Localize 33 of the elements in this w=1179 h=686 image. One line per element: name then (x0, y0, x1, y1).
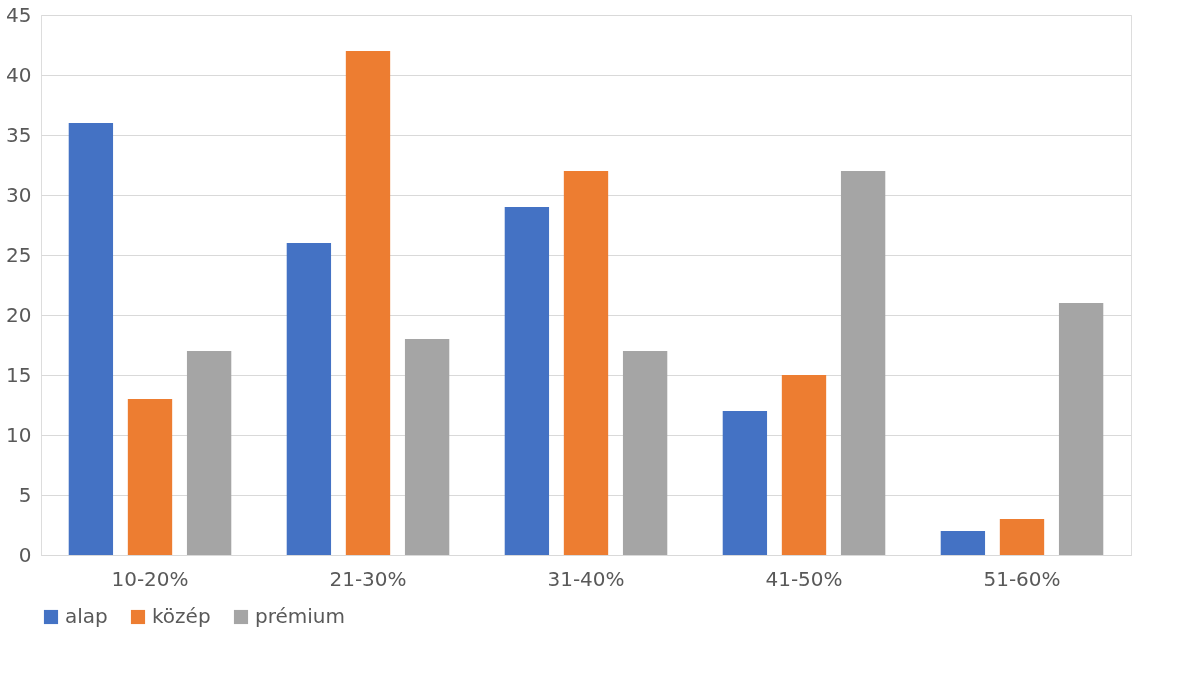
bar (68, 123, 114, 555)
y-tick-label: 10 (6, 422, 32, 447)
bar (186, 351, 232, 555)
y-tick-label: 0 (18, 542, 32, 567)
x-tick-label: 41-50% (765, 566, 843, 591)
bar (345, 51, 391, 555)
y-tick-label: 15 (6, 362, 32, 387)
bar (286, 243, 332, 555)
bar (622, 351, 668, 555)
bar (127, 399, 173, 555)
y-tick-label: 35 (6, 122, 32, 147)
bar (1058, 303, 1104, 555)
y-tick-label: 45 (6, 2, 32, 27)
x-tick-label: 10-20% (111, 566, 189, 591)
y-tick-label: 20 (6, 302, 32, 327)
legend-label: alap (65, 604, 108, 628)
bar (404, 339, 450, 555)
bar (999, 519, 1045, 555)
bar (840, 171, 886, 555)
legend-label: közép (152, 604, 211, 628)
y-tick-label: 40 (6, 62, 32, 87)
y-tick-label: 30 (6, 182, 32, 207)
bar (940, 531, 986, 555)
bar (781, 375, 827, 555)
x-tick-label: 21-30% (329, 566, 407, 591)
y-tick-label: 5 (18, 482, 32, 507)
legend-label: prémium (255, 604, 345, 628)
y-tick-label: 25 (6, 242, 32, 267)
x-tick-label: 51-60% (983, 566, 1061, 591)
bar (504, 207, 550, 555)
x-tick-label: 31-40% (547, 566, 625, 591)
bar (722, 411, 768, 555)
bar (563, 171, 609, 555)
